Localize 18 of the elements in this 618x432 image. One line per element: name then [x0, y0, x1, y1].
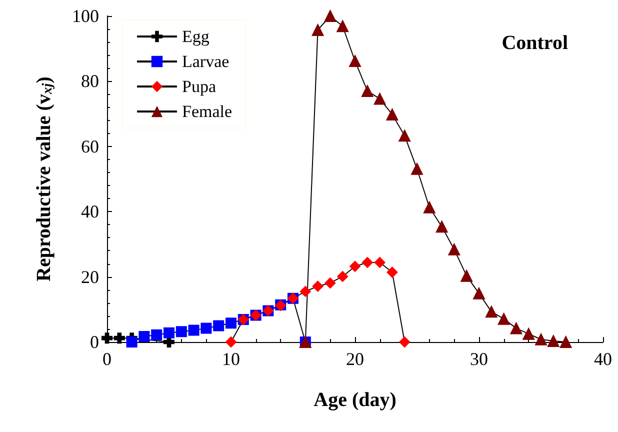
x-tick-label: 0 — [102, 349, 112, 369]
x-axis-title: Age (day) — [314, 389, 396, 411]
y-axis-title: Reproductive value (vxj) — [33, 76, 56, 282]
y-tick-label: 0 — [90, 332, 99, 352]
x-tick-label: 20 — [346, 349, 364, 369]
legend-label: Female — [182, 102, 232, 121]
y-tick-label: 100 — [72, 6, 99, 26]
x-tick-label: 30 — [470, 349, 488, 369]
x-tick-label: 10 — [222, 349, 240, 369]
legend-label: Egg — [182, 27, 210, 46]
y-tick-label: 40 — [81, 202, 99, 222]
y-tick-label: 60 — [81, 136, 99, 156]
y-tick-label: 80 — [81, 71, 99, 92]
legend-label: Pupa — [182, 77, 216, 96]
annotation: Control — [502, 32, 568, 54]
y-tick-label: 20 — [81, 266, 99, 287]
legend-label: Larvae — [182, 52, 230, 71]
x-tick-label: 40 — [594, 349, 612, 369]
